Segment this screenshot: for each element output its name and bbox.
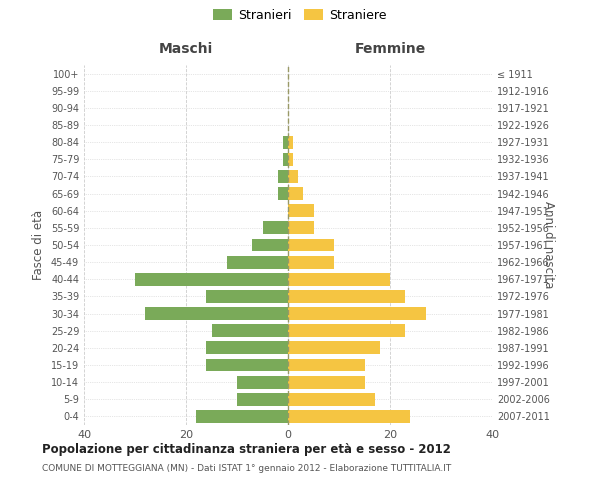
Bar [278,170,288,183]
Bar [278,187,288,200]
Bar [196,410,288,423]
Bar [288,187,304,200]
Bar [288,238,334,252]
Bar [288,136,293,148]
Text: Maschi: Maschi [159,42,213,56]
Y-axis label: Fasce di età: Fasce di età [32,210,45,280]
Bar [288,376,365,388]
Bar [253,238,288,252]
Bar [237,393,288,406]
Text: Popolazione per cittadinanza straniera per età e sesso - 2012: Popolazione per cittadinanza straniera p… [42,442,451,456]
Bar [288,222,314,234]
Bar [288,153,293,166]
Bar [288,393,375,406]
Bar [288,290,406,303]
Bar [145,307,288,320]
Bar [288,204,314,217]
Bar [288,256,334,268]
Bar [288,358,365,372]
Bar [283,153,288,166]
Text: Femmine: Femmine [355,42,425,56]
Bar [212,324,288,337]
Y-axis label: Anni di nascita: Anni di nascita [542,202,555,288]
Bar [288,273,390,285]
Legend: Stranieri, Straniere: Stranieri, Straniere [213,8,387,22]
Bar [288,324,406,337]
Bar [135,273,288,285]
Bar [206,342,288,354]
Bar [263,222,288,234]
Bar [227,256,288,268]
Bar [288,307,426,320]
Bar [206,290,288,303]
Bar [206,358,288,372]
Bar [288,170,298,183]
Bar [288,410,410,423]
Bar [288,342,380,354]
Bar [237,376,288,388]
Bar [283,136,288,148]
Text: COMUNE DI MOTTEGGIANA (MN) - Dati ISTAT 1° gennaio 2012 - Elaborazione TUTTITALI: COMUNE DI MOTTEGGIANA (MN) - Dati ISTAT … [42,464,451,473]
